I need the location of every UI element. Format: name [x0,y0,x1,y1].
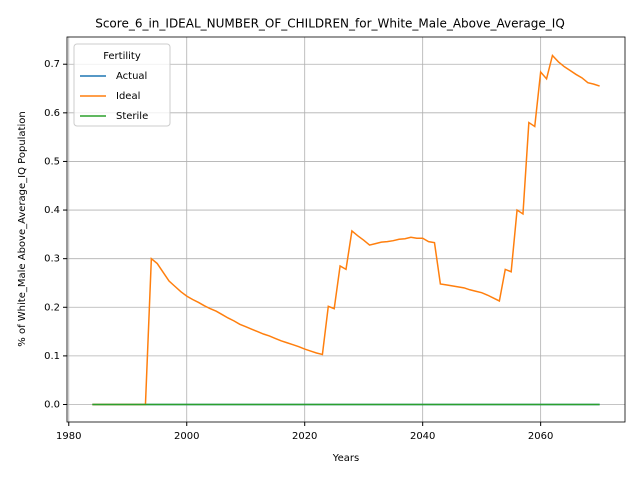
legend-box [73,43,171,127]
chart-title: Score_6_in_IDEAL_NUMBER_OF_CHILDREN_for_… [95,17,565,31]
y-tick-label: 0.2 [44,302,60,313]
y-tick-label: 0.0 [44,400,60,411]
x-tick-label: 2000 [174,431,199,442]
x-tick-label: 1980 [56,431,81,442]
y-tick-label: 0.6 [44,108,60,119]
y-tick-label: 0.1 [44,351,60,362]
y-tick-label: 0.4 [44,205,60,216]
y-tick-label: 0.5 [44,156,60,167]
legend-label: Sterile [116,111,148,122]
x-axis-label: Years [332,453,359,464]
plot-frame [66,36,626,423]
line-series [92,53,600,406]
y-tick-label: 0.3 [44,254,60,265]
x-tick-label: 2020 [292,431,317,442]
legend-label: Actual [116,71,147,82]
legend-label: Ideal [116,91,140,102]
y-axis-label: % of White_Male Above_Average_IQ Populat… [17,111,28,346]
legend: Fertility Actual Ideal Sterile [73,43,171,127]
y-tick-label: 0.7 [44,59,60,70]
x-tick-label: 2060 [528,431,553,442]
x-tick-label: 2040 [410,431,435,442]
legend-title: Fertility [103,51,141,62]
